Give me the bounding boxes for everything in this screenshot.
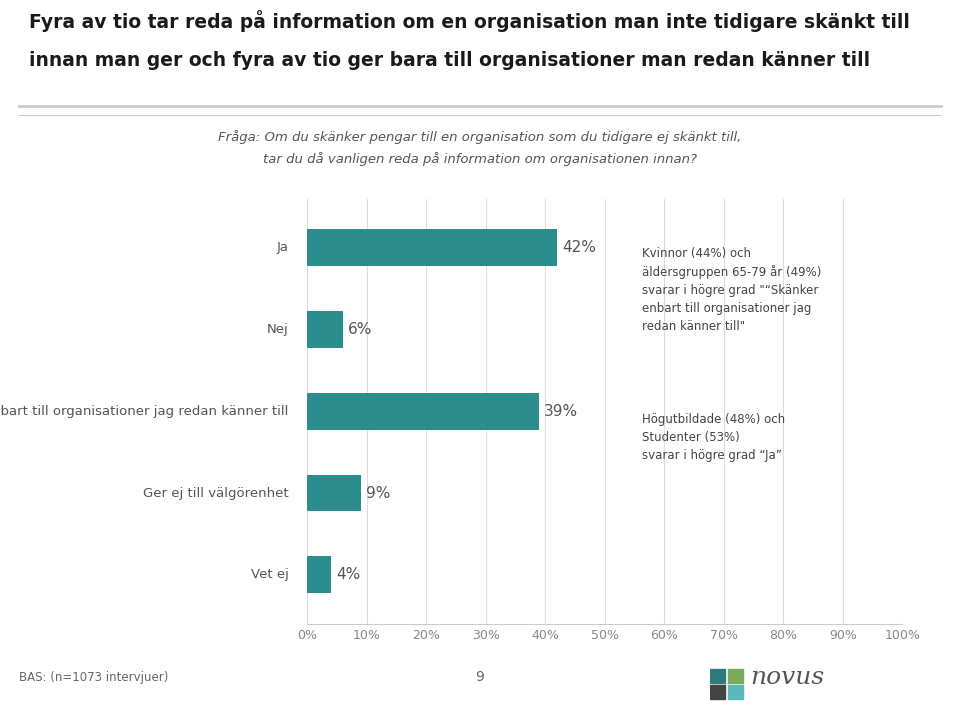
Text: 39%: 39% <box>544 403 578 419</box>
Bar <box>710 669 726 683</box>
Text: 4%: 4% <box>336 567 360 582</box>
Text: Vet ej: Vet ej <box>251 569 289 581</box>
Text: Kvinnor (44%) och
äldersgruppen 65-79 år (49%)
svarar i högre grad "“Skänker
enb: Kvinnor (44%) och äldersgruppen 65-79 år… <box>641 247 821 333</box>
Text: 9%: 9% <box>366 486 390 501</box>
Text: Fråga: Om du skänker pengar till en organisation som du tidigare ej skänkt till,: Fråga: Om du skänker pengar till en orga… <box>218 130 742 166</box>
Bar <box>307 474 361 511</box>
Text: 9: 9 <box>475 670 485 684</box>
Text: Fyra av tio tar reda på information om en organisation man inte tidigare skänkt : Fyra av tio tar reda på information om e… <box>29 10 910 32</box>
Text: novus: novus <box>750 666 825 689</box>
Text: innan man ger och fyra av tio ger bara till organisationer man redan känner till: innan man ger och fyra av tio ger bara t… <box>29 50 870 69</box>
Text: BAS: (n=1073 intervjuer): BAS: (n=1073 intervjuer) <box>19 671 169 683</box>
Text: Nej: Nej <box>267 323 289 336</box>
Bar <box>710 685 726 699</box>
Bar <box>307 311 343 348</box>
Bar <box>728 669 743 683</box>
Text: 42%: 42% <box>562 240 596 255</box>
Bar <box>307 557 331 593</box>
Text: Ja: Ja <box>276 241 289 254</box>
Text: 6%: 6% <box>348 322 372 337</box>
Bar <box>307 393 540 430</box>
Bar <box>307 229 557 266</box>
Text: Ger ej till välgörenhet: Ger ej till välgörenhet <box>143 486 289 500</box>
Text: Högutbildade (48%) och
Studenter (53%)
svarar i högre grad “Ja”: Högutbildade (48%) och Studenter (53%) s… <box>641 413 785 462</box>
Text: Skänker enbart till organisationer jag redan känner till: Skänker enbart till organisationer jag r… <box>0 405 289 418</box>
Bar <box>728 685 743 699</box>
